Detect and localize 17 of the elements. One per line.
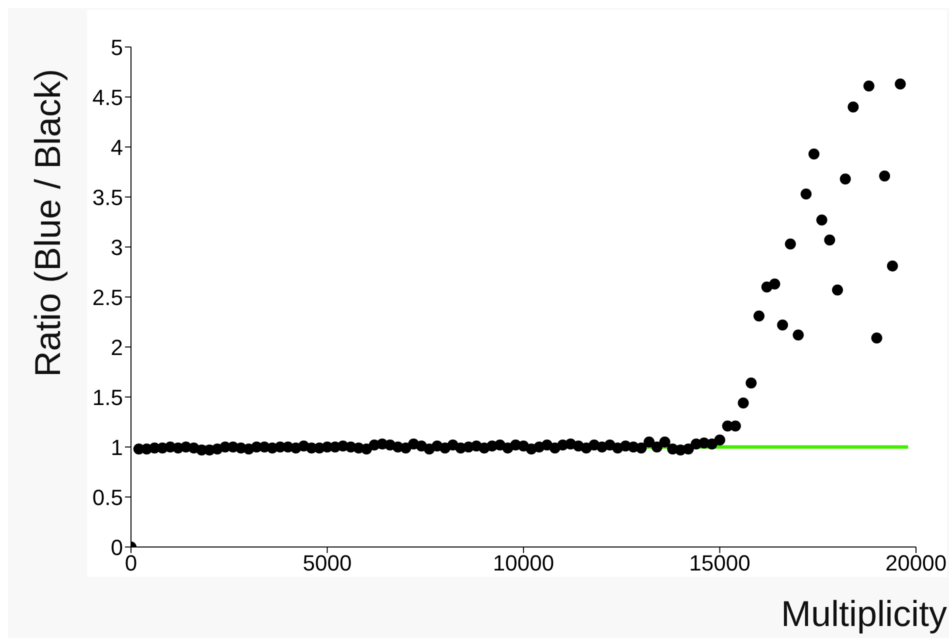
y-tick-label: 2	[110, 334, 123, 360]
y-tick-label: 2.5	[92, 284, 123, 310]
y-tick-label: 4	[110, 134, 123, 160]
y-tick-label: 1.5	[92, 384, 123, 410]
y-tick-label: 3	[110, 234, 123, 260]
x-axis-title: Multiplicity	[780, 593, 947, 635]
y-tick-label: 5	[110, 34, 123, 60]
x-tick-label: 10000	[492, 550, 554, 576]
y-axis-title: Ratio (Blue / Black)	[27, 68, 69, 378]
x-tick-label: 5000	[302, 550, 352, 576]
y-tick-label: 4.5	[92, 84, 123, 110]
y-tick-label: 1	[110, 434, 123, 460]
x-tick-label: 15000	[689, 550, 750, 576]
y-tick-label: 0.5	[92, 484, 123, 510]
y-tick-label: 0	[110, 534, 123, 560]
y-tick-label: 3.5	[92, 184, 123, 210]
x-tick-label: 20000	[885, 550, 947, 576]
